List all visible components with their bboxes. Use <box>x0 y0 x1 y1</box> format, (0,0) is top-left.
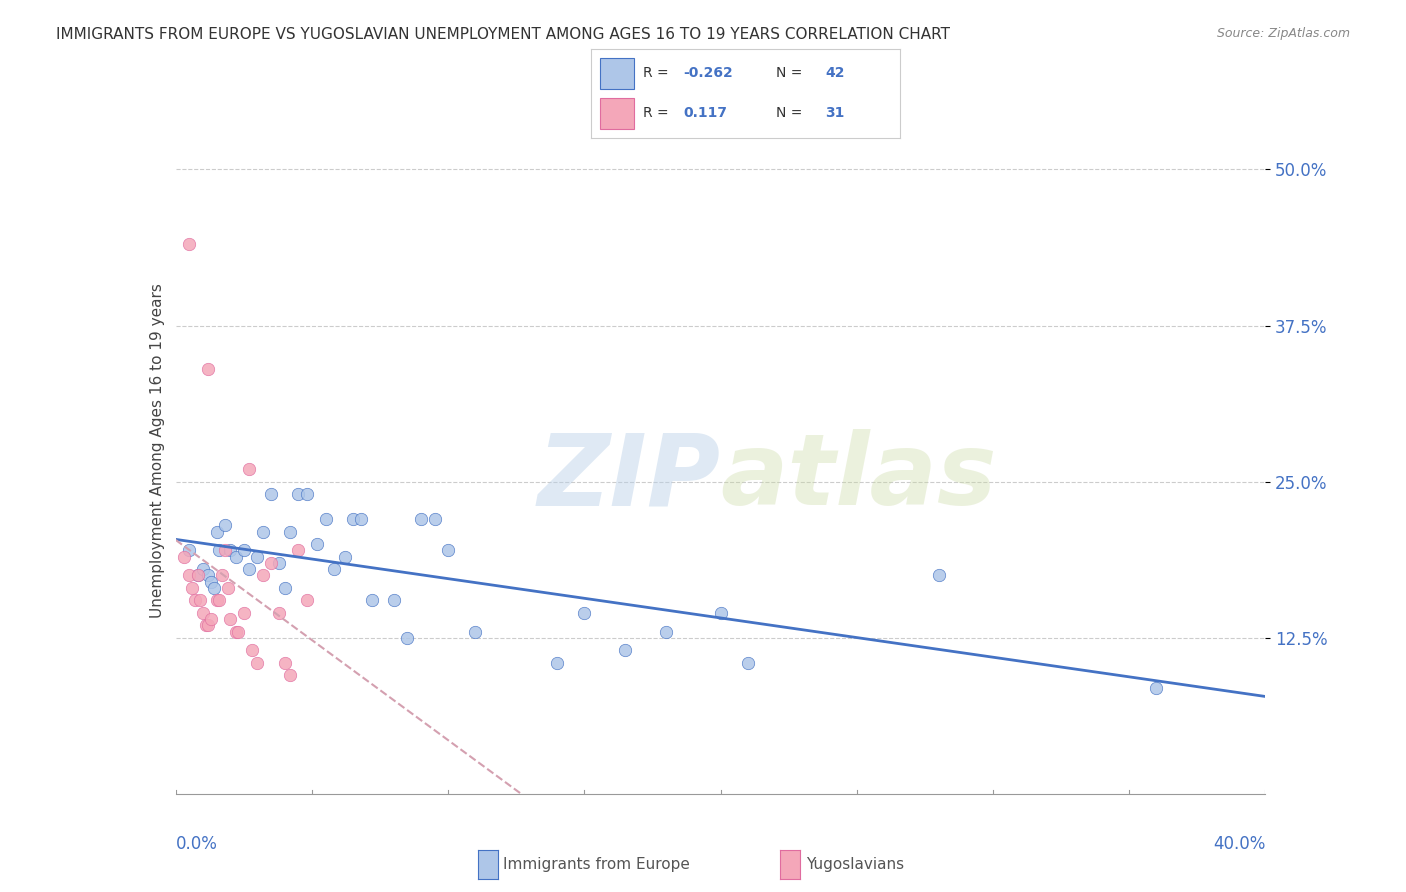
Point <box>217 581 239 595</box>
Point <box>350 512 373 526</box>
Point <box>200 574 222 589</box>
Point <box>382 593 405 607</box>
Text: Immigrants from Europe: Immigrants from Europe <box>503 857 690 871</box>
Point <box>322 562 344 576</box>
Text: 0.117: 0.117 <box>683 106 727 120</box>
Point <box>409 512 432 526</box>
Point <box>278 668 301 682</box>
Text: atlas: atlas <box>721 429 997 526</box>
Point <box>228 624 250 639</box>
Text: N =: N = <box>776 106 807 120</box>
Point <box>287 543 309 558</box>
Y-axis label: Unemployment Among Ages 16 to 19 years: Unemployment Among Ages 16 to 19 years <box>149 283 165 618</box>
Point <box>737 656 759 670</box>
Point <box>246 656 269 670</box>
Point <box>252 568 274 582</box>
Point <box>179 543 201 558</box>
Point <box>274 656 297 670</box>
Point <box>342 512 364 526</box>
Point <box>307 537 329 551</box>
Point <box>173 549 195 564</box>
Text: -0.262: -0.262 <box>683 66 733 80</box>
Point <box>219 612 242 626</box>
FancyBboxPatch shape <box>600 98 634 129</box>
Text: N =: N = <box>776 66 807 80</box>
Point <box>274 581 297 595</box>
Point <box>238 562 260 576</box>
Point <box>188 593 211 607</box>
Point <box>186 568 209 582</box>
Point <box>464 624 486 639</box>
Point <box>315 512 337 526</box>
Point <box>208 593 231 607</box>
Point <box>197 362 219 376</box>
Point <box>232 543 254 558</box>
Point <box>197 618 219 632</box>
Point <box>191 606 214 620</box>
Point <box>269 556 291 570</box>
Point <box>197 568 219 582</box>
Text: Yugoslavians: Yugoslavians <box>806 857 904 871</box>
Point <box>205 593 228 607</box>
Point <box>205 524 228 539</box>
Text: R =: R = <box>643 66 673 80</box>
Text: IMMIGRANTS FROM EUROPE VS YUGOSLAVIAN UNEMPLOYMENT AMONG AGES 16 TO 19 YEARS COR: IMMIGRANTS FROM EUROPE VS YUGOSLAVIAN UN… <box>56 27 950 42</box>
Point <box>437 543 460 558</box>
Text: Source: ZipAtlas.com: Source: ZipAtlas.com <box>1216 27 1350 40</box>
Point <box>269 606 291 620</box>
Point <box>202 581 225 595</box>
Point <box>396 631 419 645</box>
Point <box>238 462 260 476</box>
Point <box>246 549 269 564</box>
FancyBboxPatch shape <box>600 58 634 89</box>
Point <box>214 518 236 533</box>
Point <box>546 656 568 670</box>
Point <box>191 562 214 576</box>
Point <box>710 606 733 620</box>
Point <box>1144 681 1167 695</box>
Point <box>184 593 207 607</box>
Point <box>214 543 236 558</box>
Point <box>225 624 247 639</box>
Point <box>260 556 283 570</box>
Point <box>614 643 637 657</box>
Point <box>287 487 309 501</box>
Point <box>186 568 209 582</box>
Text: 40.0%: 40.0% <box>1213 835 1265 853</box>
Point <box>278 524 301 539</box>
Point <box>423 512 446 526</box>
Point <box>655 624 678 639</box>
Point <box>574 606 596 620</box>
Point <box>295 593 318 607</box>
Point <box>928 568 950 582</box>
Text: R =: R = <box>643 106 673 120</box>
Point <box>179 568 201 582</box>
Point <box>211 568 233 582</box>
Text: 42: 42 <box>825 66 845 80</box>
Text: ZIP: ZIP <box>537 429 721 526</box>
Point <box>181 581 204 595</box>
Point <box>333 549 356 564</box>
Point <box>194 618 217 632</box>
Text: 0.0%: 0.0% <box>176 835 218 853</box>
Point <box>252 524 274 539</box>
Point <box>240 643 263 657</box>
Point <box>260 487 283 501</box>
Point <box>360 593 382 607</box>
Point <box>200 612 222 626</box>
Point <box>208 543 231 558</box>
Text: 31: 31 <box>825 106 845 120</box>
Point <box>232 606 254 620</box>
Point <box>295 487 318 501</box>
Point <box>225 549 247 564</box>
Point <box>219 543 242 558</box>
Point <box>179 237 201 252</box>
